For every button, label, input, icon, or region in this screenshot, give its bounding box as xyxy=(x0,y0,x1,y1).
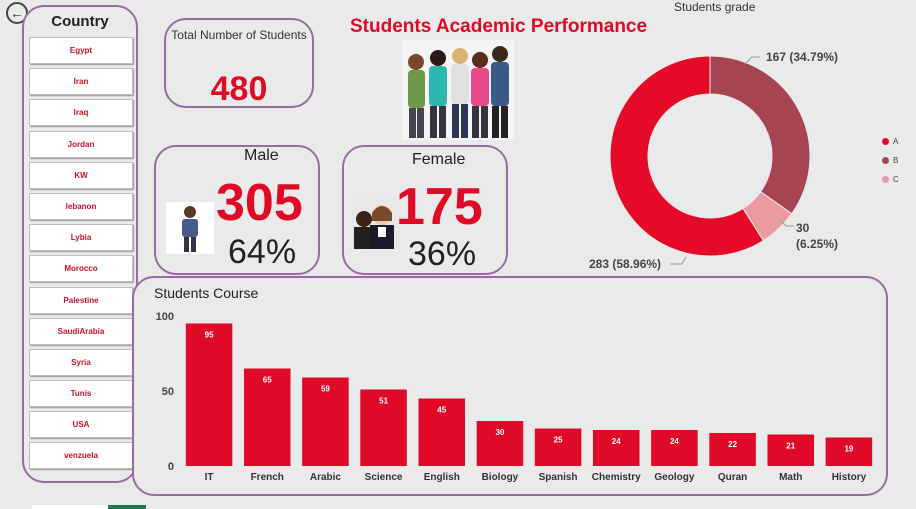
category-label-math: Math xyxy=(779,472,802,483)
category-label-french: French xyxy=(251,472,284,483)
data-label-arabic: 59 xyxy=(321,385,330,394)
y-tick-label: 100 xyxy=(156,311,174,323)
bar-science[interactable] xyxy=(360,389,407,467)
dashboard-title: Students Academic Performance xyxy=(350,16,648,37)
bar-quran[interactable] xyxy=(709,433,756,466)
country-item-egypt[interactable]: Egypt xyxy=(29,37,133,64)
grade-c-data-label: 30 (6.25%) xyxy=(796,221,839,251)
data-label-geology: 24 xyxy=(670,437,679,446)
country-item-palestine[interactable]: Palestine xyxy=(29,286,133,314)
y-tick-label: 0 xyxy=(168,461,174,473)
legend-label-b: B xyxy=(893,156,899,165)
category-label-spanish: Spanish xyxy=(539,472,578,483)
grade-chart-title: Students grade xyxy=(674,0,756,14)
category-label-history: History xyxy=(832,472,867,483)
grade-donut-chart xyxy=(609,55,811,257)
legend-swatch-a xyxy=(882,138,889,145)
arrow-left-icon: ← xyxy=(10,5,24,21)
legend-item-a[interactable]: A xyxy=(882,132,899,151)
total-students-card: Total Number of Students 480 xyxy=(164,18,314,108)
bar-math[interactable] xyxy=(767,434,815,467)
grade-a-data-label: 283 (58.96%) xyxy=(589,257,662,271)
male-students-card: Male 305 64% xyxy=(154,145,320,275)
bar-geology[interactable] xyxy=(651,430,698,466)
data-label-quran: 22 xyxy=(728,440,737,449)
male-percentage: 64% xyxy=(228,233,297,271)
country-slicer: Country Egypt Iran Iraq Jordan KW lebanon Lybi… xyxy=(22,5,138,483)
category-label-biology: Biology xyxy=(482,472,519,483)
grade-b-data-label: 167 (34.79%) xyxy=(766,50,839,64)
country-item-kw[interactable]: KW xyxy=(29,161,133,189)
female-count: 175 xyxy=(396,178,483,236)
country-item-syria[interactable]: Syria xyxy=(29,348,133,376)
bar-spanish[interactable] xyxy=(534,428,582,467)
category-label-english: English xyxy=(424,472,460,483)
data-label-history: 19 xyxy=(844,445,853,454)
country-item-iran[interactable]: Iran xyxy=(29,68,133,96)
sheet-tab[interactable] xyxy=(32,505,108,509)
grade-legend: A B C xyxy=(882,132,899,189)
y-tick-label: 50 xyxy=(162,386,174,398)
country-slicer-title: Country xyxy=(51,13,109,30)
male-student-icon xyxy=(166,202,214,254)
category-label-geology: Geology xyxy=(654,472,694,483)
bar-chemistry[interactable] xyxy=(592,430,640,466)
category-label-quran: Quran xyxy=(718,472,747,483)
students-group-image xyxy=(402,40,514,140)
bar-french[interactable] xyxy=(243,368,291,467)
legend-item-b[interactable]: B xyxy=(882,151,899,170)
bar-it[interactable] xyxy=(185,323,233,467)
country-list: Egypt Iran Iraq Jordan KW lebanon Lybia Morocco… xyxy=(29,37,133,474)
country-item-usa[interactable]: USA xyxy=(29,411,133,439)
category-label-science: Science xyxy=(365,472,403,483)
bar-history[interactable] xyxy=(825,437,873,467)
total-students-label: Total Number of Students xyxy=(171,28,307,42)
country-item-iraq[interactable]: Iraq xyxy=(29,99,133,127)
legend-label-c: C xyxy=(893,175,899,184)
country-item-morocco[interactable]: Morocco xyxy=(29,255,133,283)
female-students-card: Female 175 36% xyxy=(342,145,508,275)
country-item-lybia[interactable]: Lybia xyxy=(29,224,133,252)
grade-slice-a[interactable] xyxy=(609,55,765,257)
male-count: 305 xyxy=(216,174,303,232)
legend-label-a: A xyxy=(893,137,899,146)
category-label-arabic: Arabic xyxy=(310,472,342,483)
male-label: Male xyxy=(244,147,279,164)
female-percentage: 36% xyxy=(408,235,477,273)
data-label-chemistry: 24 xyxy=(612,437,621,446)
data-label-science: 51 xyxy=(379,397,388,406)
course-chart-title: Students Course xyxy=(154,285,259,301)
data-label-math: 21 xyxy=(786,442,795,451)
bar-arabic[interactable] xyxy=(302,377,349,467)
data-label-it: 95 xyxy=(205,331,214,340)
data-label-spanish: 25 xyxy=(554,436,563,445)
category-label-it: IT xyxy=(205,472,214,483)
female-label: Female xyxy=(412,151,466,168)
sheet-tab-add[interactable] xyxy=(108,505,146,509)
course-bar-chart: 0 50 100 95 IT 65 French 59 Arabic 51 Science 45 Eng… xyxy=(156,311,873,483)
country-item-jordan[interactable]: Jordan xyxy=(29,130,133,158)
country-item-lebanon[interactable]: lebanon xyxy=(29,192,133,220)
country-item-venzuela[interactable]: venzuela xyxy=(29,442,133,470)
bar-english[interactable] xyxy=(418,398,466,467)
country-item-saudiarabia[interactable]: SaudiArabia xyxy=(29,317,133,345)
bar-biology[interactable] xyxy=(476,421,524,466)
female-student-icon xyxy=(350,197,402,249)
data-label-biology: 30 xyxy=(495,428,504,437)
legend-item-c[interactable]: C xyxy=(882,170,899,189)
total-students-value: 480 xyxy=(210,70,268,108)
data-label-french: 65 xyxy=(263,376,272,385)
grade-slice-b[interactable] xyxy=(709,55,811,215)
category-label-chemistry: Chemistry xyxy=(592,472,641,483)
legend-swatch-c xyxy=(882,176,889,183)
legend-swatch-b xyxy=(882,157,889,164)
data-label-english: 45 xyxy=(437,406,446,415)
country-item-tunis[interactable]: Tunis xyxy=(29,380,133,408)
